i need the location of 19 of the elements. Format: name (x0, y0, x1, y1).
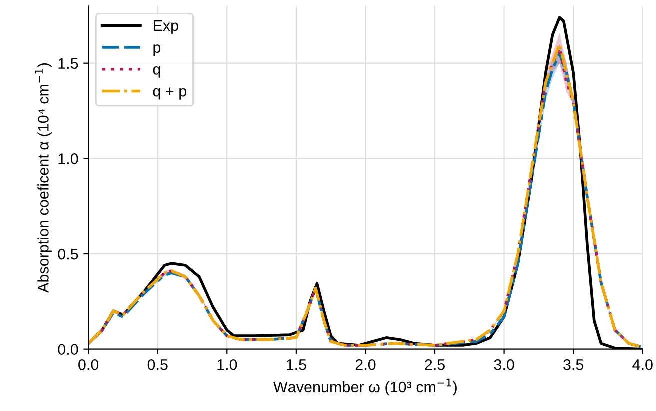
x-tick-label: 1.5 (286, 360, 306, 370)
legend-label: q + p (153, 88, 186, 100)
legend-label: Exp (154, 20, 178, 34)
x-tick-label: 0.5 (148, 359, 168, 370)
x-tick-label: 2.5 (425, 359, 445, 370)
x-tick-label: 3.5 (564, 359, 584, 370)
y-tick-label: 0.0 (58, 344, 78, 356)
x-tick-label: 4.0 (632, 359, 653, 370)
x-axis-title: Wavenumber ω (10³ cm$^{−1}$) (274, 378, 457, 396)
x-tick-label: 2.0 (356, 359, 376, 370)
y-tick-label: 1.0 (58, 154, 78, 164)
x-tick-label: 0.0 (78, 359, 99, 370)
y-tick-label: 1.5 (58, 58, 78, 70)
x-tick-label: 3.0 (494, 359, 514, 370)
x-tick-label: 1.0 (218, 359, 238, 370)
y-axis-title: Absorption coeficent α (10⁴ cm$^{−1}$) (35, 64, 52, 293)
y-tick-label: 0.5 (58, 248, 78, 260)
legend-label: p (154, 44, 161, 56)
legend-label: q (153, 66, 160, 78)
